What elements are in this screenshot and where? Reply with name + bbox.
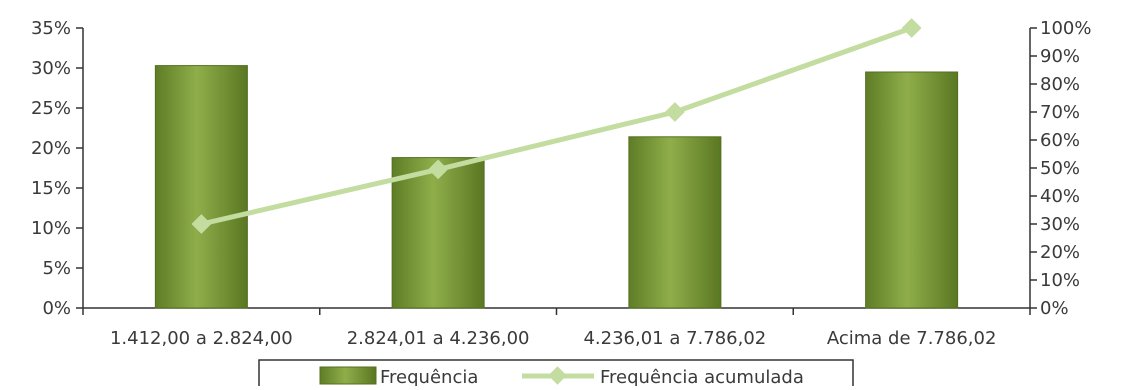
y-right-tick-label: 80% (1040, 74, 1080, 95)
y-right-tick-label: 0% (1040, 298, 1069, 319)
point-frequencia-acumulada (901, 18, 922, 38)
y-right-tick-label: 10% (1040, 270, 1080, 291)
legend-label-frequencia-acumulada: Frequência acumulada (600, 367, 804, 386)
plot-area: 0% 5% 10% 15% 20% 25% 30% 35% 0% 10% 20% 30% 40% 50% 6… (31, 18, 1091, 390)
y-right-tick-label: 90% (1040, 46, 1080, 67)
y-right-tick-label: 20% (1040, 242, 1080, 263)
legend-swatch-frequencia (319, 366, 377, 385)
y-right-tick-label: 60% (1040, 130, 1080, 151)
y-left-tick-label: 30% (31, 58, 71, 79)
bar-frequencia (154, 65, 248, 309)
y-left-tick-label: 25% (31, 98, 71, 119)
point-frequencia-acumulada (428, 159, 449, 180)
x-tick-label: 4.236,01 a 7.786,02 (583, 328, 766, 349)
y-left-tick-label: 5% (42, 258, 71, 279)
y-left-tick-label: 35% (31, 18, 71, 39)
y-left-tick-label: 20% (31, 138, 71, 159)
line-frequencia-acumulada (200, 25, 913, 227)
y-right-tick-label: 40% (1040, 186, 1080, 207)
bar-frequencia (391, 157, 485, 309)
x-tick-label: Acima de 7.786,02 (827, 328, 997, 349)
bar-frequencia (865, 71, 959, 309)
y-right-tick-label: 50% (1040, 158, 1080, 179)
bar-frequencia (628, 136, 722, 309)
y-right-tick-label: 100% (1040, 18, 1091, 39)
y-right-tick-label: 30% (1040, 214, 1080, 235)
x-tick-label: 1.412,00 a 2.824,00 (110, 328, 293, 349)
x-tick-label: 2.824,01 a 4.236,00 (347, 328, 530, 349)
y-left-tick-label: 0% (42, 298, 71, 319)
legend-swatch-marker (548, 366, 567, 385)
y-right-tick-label: 70% (1040, 102, 1080, 123)
y-left-tick-label: 10% (31, 218, 71, 239)
y-left-tick-label: 15% (31, 178, 71, 199)
legend-label-frequencia: Frequência (380, 367, 478, 386)
point-frequencia-acumulada (191, 214, 212, 234)
point-frequencia-acumulada (664, 102, 685, 122)
